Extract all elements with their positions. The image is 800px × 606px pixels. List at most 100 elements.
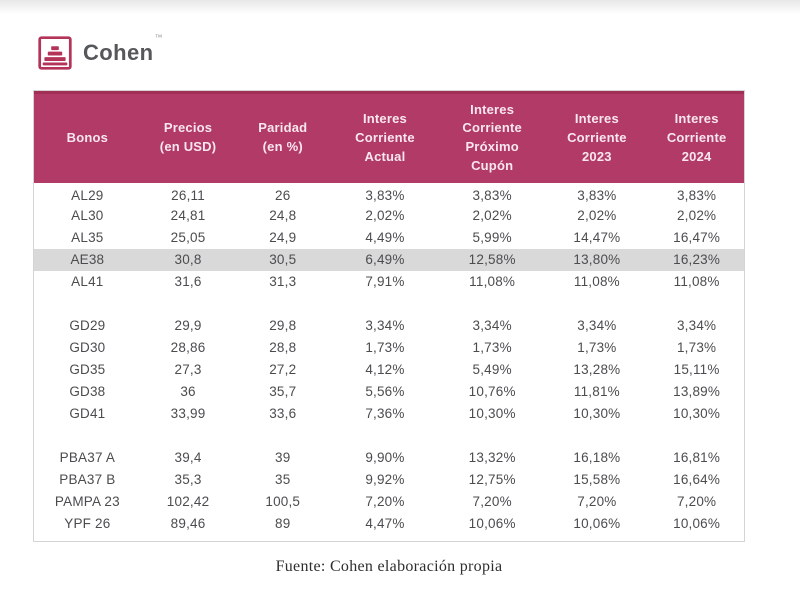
table-row: PAMPA 23 102,42 100,5 7,20% 7,20% 7,20% 7,20% xyxy=(34,491,744,513)
bond-name-cell: GD41 xyxy=(69,406,106,421)
bond-name-cell: AL30 xyxy=(71,208,104,223)
value-cell: 16,64% xyxy=(673,472,721,487)
table-row: GD30 28,86 28,8 1,73% 1,73% 1,73% 1,73% xyxy=(34,337,744,359)
value-cell: 5,99% xyxy=(472,230,512,245)
value-cell: 35 xyxy=(275,472,291,487)
value-cell: 2,02% xyxy=(676,208,717,223)
value-cell: 4,49% xyxy=(365,230,405,245)
bond-name-cell: PBA37 B xyxy=(59,472,116,487)
value-cell: 100,5 xyxy=(265,494,301,509)
bond-name-cell: AE38 xyxy=(34,248,141,271)
value-cell: 11,08% xyxy=(573,274,620,289)
value-cell: 5,56% xyxy=(365,384,405,399)
table-row: AL30 24,81 24,8 2,02% 2,02% 2,02% 2,02% xyxy=(34,205,744,227)
table-row: GD41 33,99 33,6 7,36% 10,30% 10,30% 10,30% xyxy=(34,403,744,425)
value-cell: 13,89% xyxy=(673,384,721,399)
table-row: PBA37 B 35,3 35 9,92% 12,75% 15,58% 16,64% xyxy=(34,469,744,491)
header-interes-2023: Interes Corriente 2023 xyxy=(544,91,650,183)
value-cell: 30,5 xyxy=(235,248,331,271)
value-cell: 1,73% xyxy=(676,340,717,355)
value-cell: 39,4 xyxy=(174,450,202,465)
value-cell: 13,80% xyxy=(544,248,650,271)
value-cell: 26 xyxy=(275,188,291,203)
bond-name-cell: GD35 xyxy=(69,362,106,377)
value-cell: 7,91% xyxy=(365,274,405,289)
value-cell: 33,99 xyxy=(170,406,206,421)
value-cell: 89,46 xyxy=(170,516,206,531)
bond-name-cell: PBA37 A xyxy=(59,450,116,465)
header-bonos: Bonos xyxy=(34,91,141,183)
value-cell: 35,7 xyxy=(269,384,297,399)
bond-name-cell: AL35 xyxy=(71,230,104,245)
value-cell: 14,47% xyxy=(573,230,621,245)
table-row: GD29 29,9 29,8 3,34% 3,34% 3,34% 3,34% xyxy=(34,315,744,337)
bond-name-cell: AL29 xyxy=(71,188,104,203)
value-cell: 15,11% xyxy=(673,362,720,377)
value-cell: 3,34% xyxy=(365,318,405,333)
value-cell: 10,30% xyxy=(468,406,516,421)
table-row: GD35 27,3 27,2 4,12% 5,49% 13,28% 15,11% xyxy=(34,359,744,381)
value-cell: 7,20% xyxy=(472,494,512,509)
value-cell: 27,3 xyxy=(174,362,202,377)
value-cell: 13,32% xyxy=(468,450,516,465)
table-row: AL41 31,6 31,3 7,91% 11,08% 11,08% 11,08% xyxy=(34,271,744,293)
spacer-cell xyxy=(34,425,744,447)
value-cell: 11,08% xyxy=(673,274,720,289)
value-cell: 16,81% xyxy=(673,450,721,465)
value-cell: 3,83% xyxy=(676,188,717,203)
value-cell: 12,75% xyxy=(468,472,516,487)
value-cell: 29,9 xyxy=(174,318,202,333)
value-cell: 36 xyxy=(180,384,196,399)
table-header-row: Bonos Precios (en USD) Paridad (en %) In… xyxy=(34,91,744,183)
table-row: PBA37 A 39,4 39 9,90% 13,32% 16,18% 16,81% xyxy=(34,447,744,469)
bond-name-cell: GD30 xyxy=(69,340,106,355)
table-row: GD38 36 35,7 5,56% 10,76% 11,81% 13,89% xyxy=(34,381,744,403)
value-cell: 31,6 xyxy=(174,274,202,289)
header-interes-2024: Interes Corriente 2024 xyxy=(649,91,744,183)
spacer-cell xyxy=(34,293,744,315)
value-cell: 26,11 xyxy=(171,188,205,203)
value-cell: 13,28% xyxy=(573,362,621,377)
cohen-steps-logo-icon xyxy=(38,36,72,70)
value-cell: 11,81% xyxy=(573,384,620,399)
value-cell: 28,86 xyxy=(170,340,206,355)
bond-name-cell: PAMPA 23 xyxy=(54,494,120,509)
spacer-row xyxy=(34,425,744,447)
value-cell: 33,6 xyxy=(269,406,297,421)
brand-header: Cohen™ xyxy=(38,33,163,70)
value-cell: 31,3 xyxy=(269,274,297,289)
table-row: AE38 30,8 30,5 6,49% 12,58% 13,80% 16,23% xyxy=(34,248,744,271)
value-cell: 16,47% xyxy=(673,230,721,245)
value-cell: 10,06% xyxy=(673,516,721,531)
value-cell: 9,92% xyxy=(365,472,405,487)
value-cell: 29,8 xyxy=(269,318,297,333)
value-cell: 7,20% xyxy=(365,494,405,509)
value-cell: 7,36% xyxy=(365,406,405,421)
value-cell: 10,30% xyxy=(573,406,621,421)
header-interes-actual: Interes Corriente Actual xyxy=(330,91,440,183)
spacer-row xyxy=(34,293,744,315)
value-cell: 30,8 xyxy=(140,248,236,271)
value-cell: 16,23% xyxy=(649,248,744,271)
value-cell: 39 xyxy=(275,450,291,465)
value-cell: 7,20% xyxy=(577,494,617,509)
value-cell: 9,90% xyxy=(365,450,405,465)
value-cell: 27,2 xyxy=(269,362,297,377)
value-cell: 7,20% xyxy=(676,494,717,509)
value-cell: 102,42 xyxy=(166,494,210,509)
bond-table: Bonos Precios (en USD) Paridad (en %) In… xyxy=(34,91,744,535)
value-cell: 28,8 xyxy=(269,340,297,355)
value-cell: 16,18% xyxy=(573,450,621,465)
value-cell: 5,49% xyxy=(472,362,512,377)
value-cell: 15,58% xyxy=(573,472,621,487)
value-cell: 35,3 xyxy=(174,472,202,487)
header-paridad: Paridad (en %) xyxy=(235,91,331,183)
value-cell: 10,06% xyxy=(468,516,516,531)
trademark-symbol: ™ xyxy=(154,33,163,42)
value-cell: 4,12% xyxy=(365,362,405,377)
value-cell: 1,73% xyxy=(577,340,617,355)
value-cell: 6,49% xyxy=(330,248,440,271)
value-cell: 3,34% xyxy=(676,318,717,333)
value-cell: 10,06% xyxy=(573,516,621,531)
brand-name: Cohen™ xyxy=(83,33,163,65)
